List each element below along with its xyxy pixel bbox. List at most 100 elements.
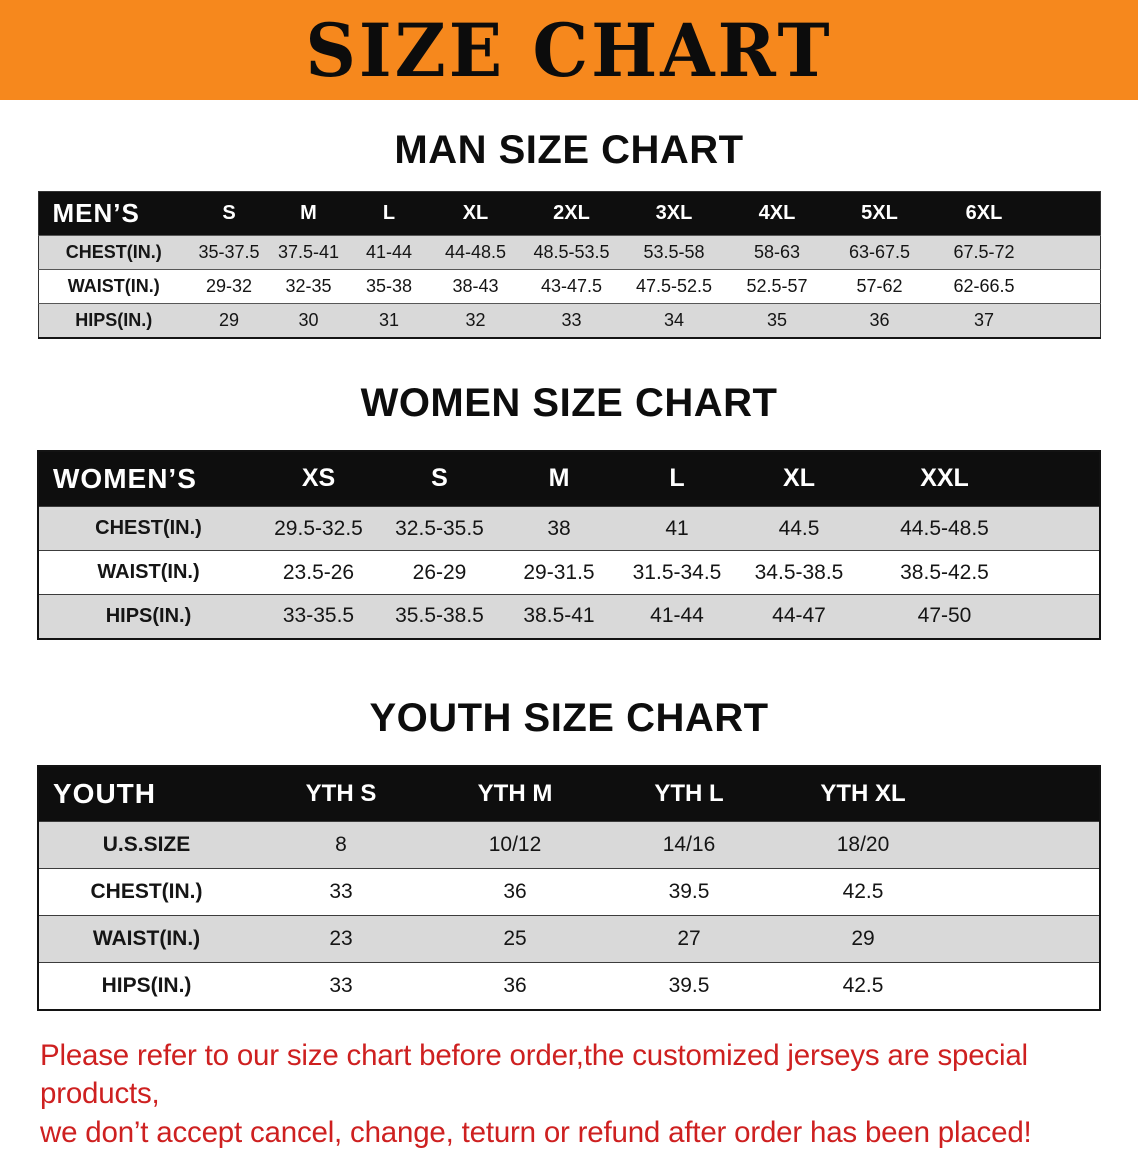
size-value-cell: 41	[618, 507, 736, 551]
size-value-cell: 33	[521, 304, 622, 338]
youth-hips-row: HIPS(IN.) 33 36 39.5 42.5	[38, 963, 1100, 1010]
filler-cell	[1037, 192, 1100, 236]
women-table-title: WOMEN’S	[38, 451, 258, 507]
youth-size-section: YOUTH SIZE CHART YOUTH YTH S YTH M YTH L…	[0, 696, 1138, 1011]
size-col-header: 4XL	[726, 192, 828, 236]
row-label: WAIST(IN.)	[38, 916, 254, 963]
men-header-row: MEN’S S M L XL 2XL 3XL 4XL 5XL 6XL	[38, 192, 1100, 236]
row-label: WAIST(IN.)	[38, 551, 258, 595]
size-value-cell: 42.5	[776, 963, 950, 1010]
size-col-header: M	[269, 192, 348, 236]
row-label: CHEST(IN.)	[38, 869, 254, 916]
disclaimer-line-2: we don’t accept cancel, change, teturn o…	[40, 1114, 1100, 1153]
youth-size-table: YOUTH YTH S YTH M YTH L YTH XL U.S.SIZE …	[37, 765, 1101, 1011]
size-value-cell: 44-48.5	[430, 236, 521, 270]
size-col-header: YTH L	[602, 766, 776, 822]
size-value-cell: 8	[254, 822, 428, 869]
size-value-cell: 39.5	[602, 963, 776, 1010]
size-col-header: S	[379, 451, 500, 507]
filler-cell	[950, 822, 1100, 869]
size-col-header: S	[189, 192, 269, 236]
women-size-section: WOMEN SIZE CHART WOMEN’S XS S M L XL XXL	[0, 381, 1138, 640]
size-col-header: 5XL	[828, 192, 931, 236]
filler-cell	[950, 869, 1100, 916]
size-value-cell: 63-67.5	[828, 236, 931, 270]
youth-header-row: YOUTH YTH S YTH M YTH L YTH XL	[38, 766, 1100, 822]
men-hips-row: HIPS(IN.) 29 30 31 32 33 34 35 36 37	[38, 304, 1100, 338]
filler-cell	[1027, 551, 1100, 595]
size-value-cell: 18/20	[776, 822, 950, 869]
size-col-header: YTH XL	[776, 766, 950, 822]
size-col-header: 3XL	[622, 192, 726, 236]
size-value-cell: 35	[726, 304, 828, 338]
size-col-header: L	[618, 451, 736, 507]
size-value-cell: 23.5-26	[258, 551, 379, 595]
size-value-cell: 41-44	[618, 595, 736, 639]
size-value-cell: 30	[269, 304, 348, 338]
filler-cell	[1027, 507, 1100, 551]
row-label: CHEST(IN.)	[38, 507, 258, 551]
size-value-cell: 38.5-42.5	[862, 551, 1027, 595]
men-chest-row: CHEST(IN.) 35-37.5 37.5-41 41-44 44-48.5…	[38, 236, 1100, 270]
men-size-section: MAN SIZE CHART MEN’S S M L XL 2XL 3XL 4X…	[0, 128, 1138, 339]
size-value-cell: 44.5-48.5	[862, 507, 1027, 551]
size-value-cell: 36	[428, 869, 602, 916]
row-label: CHEST(IN.)	[38, 236, 189, 270]
size-value-cell: 44-47	[736, 595, 862, 639]
youth-waist-row: WAIST(IN.) 23 25 27 29	[38, 916, 1100, 963]
women-chest-row: CHEST(IN.) 29.5-32.5 32.5-35.5 38 41 44.…	[38, 507, 1100, 551]
filler-cell	[950, 766, 1100, 822]
filler-cell	[1037, 236, 1100, 270]
size-col-header: YTH M	[428, 766, 602, 822]
filler-cell	[1037, 304, 1100, 338]
women-waist-row: WAIST(IN.) 23.5-26 26-29 29-31.5 31.5-34…	[38, 551, 1100, 595]
women-header-row: WOMEN’S XS S M L XL XXL	[38, 451, 1100, 507]
page-title: SIZE CHART	[305, 7, 832, 93]
size-value-cell: 39.5	[602, 869, 776, 916]
size-value-cell: 29-31.5	[500, 551, 618, 595]
size-value-cell: 38.5-41	[500, 595, 618, 639]
filler-cell	[1027, 451, 1100, 507]
filler-cell	[950, 963, 1100, 1010]
size-value-cell: 33	[254, 869, 428, 916]
women-section-heading: WOMEN SIZE CHART	[0, 381, 1138, 426]
banner: SIZE CHART	[0, 0, 1138, 100]
youth-table-title: YOUTH	[38, 766, 254, 822]
size-value-cell: 29	[776, 916, 950, 963]
size-value-cell: 62-66.5	[931, 270, 1037, 304]
row-label: U.S.SIZE	[38, 822, 254, 869]
size-value-cell: 42.5	[776, 869, 950, 916]
youth-ussize-row: U.S.SIZE 8 10/12 14/16 18/20	[38, 822, 1100, 869]
size-col-header: YTH S	[254, 766, 428, 822]
size-value-cell: 29	[189, 304, 269, 338]
size-value-cell: 14/16	[602, 822, 776, 869]
size-value-cell: 37	[931, 304, 1037, 338]
men-section-heading: MAN SIZE CHART	[0, 128, 1138, 173]
size-col-header: 6XL	[931, 192, 1037, 236]
size-value-cell: 31	[348, 304, 430, 338]
filler-cell	[1037, 270, 1100, 304]
size-value-cell: 27	[602, 916, 776, 963]
size-value-cell: 48.5-53.5	[521, 236, 622, 270]
size-value-cell: 32-35	[269, 270, 348, 304]
size-col-header: XS	[258, 451, 379, 507]
size-value-cell: 38-43	[430, 270, 521, 304]
youth-section-heading: YOUTH SIZE CHART	[0, 696, 1138, 741]
size-value-cell: 47-50	[862, 595, 1027, 639]
size-value-cell: 58-63	[726, 236, 828, 270]
size-value-cell: 34.5-38.5	[736, 551, 862, 595]
men-size-table: MEN’S S M L XL 2XL 3XL 4XL 5XL 6XL CHEST…	[38, 191, 1101, 339]
size-value-cell: 53.5-58	[622, 236, 726, 270]
size-value-cell: 57-62	[828, 270, 931, 304]
size-value-cell: 41-44	[348, 236, 430, 270]
size-value-cell: 23	[254, 916, 428, 963]
men-table-title: MEN’S	[38, 192, 189, 236]
women-hips-row: HIPS(IN.) 33-35.5 35.5-38.5 38.5-41 41-4…	[38, 595, 1100, 639]
size-value-cell: 29-32	[189, 270, 269, 304]
size-value-cell: 67.5-72	[931, 236, 1037, 270]
disclaimer: Please refer to our size chart before or…	[40, 1037, 1100, 1153]
size-col-header: 2XL	[521, 192, 622, 236]
size-col-header: M	[500, 451, 618, 507]
size-value-cell: 34	[622, 304, 726, 338]
